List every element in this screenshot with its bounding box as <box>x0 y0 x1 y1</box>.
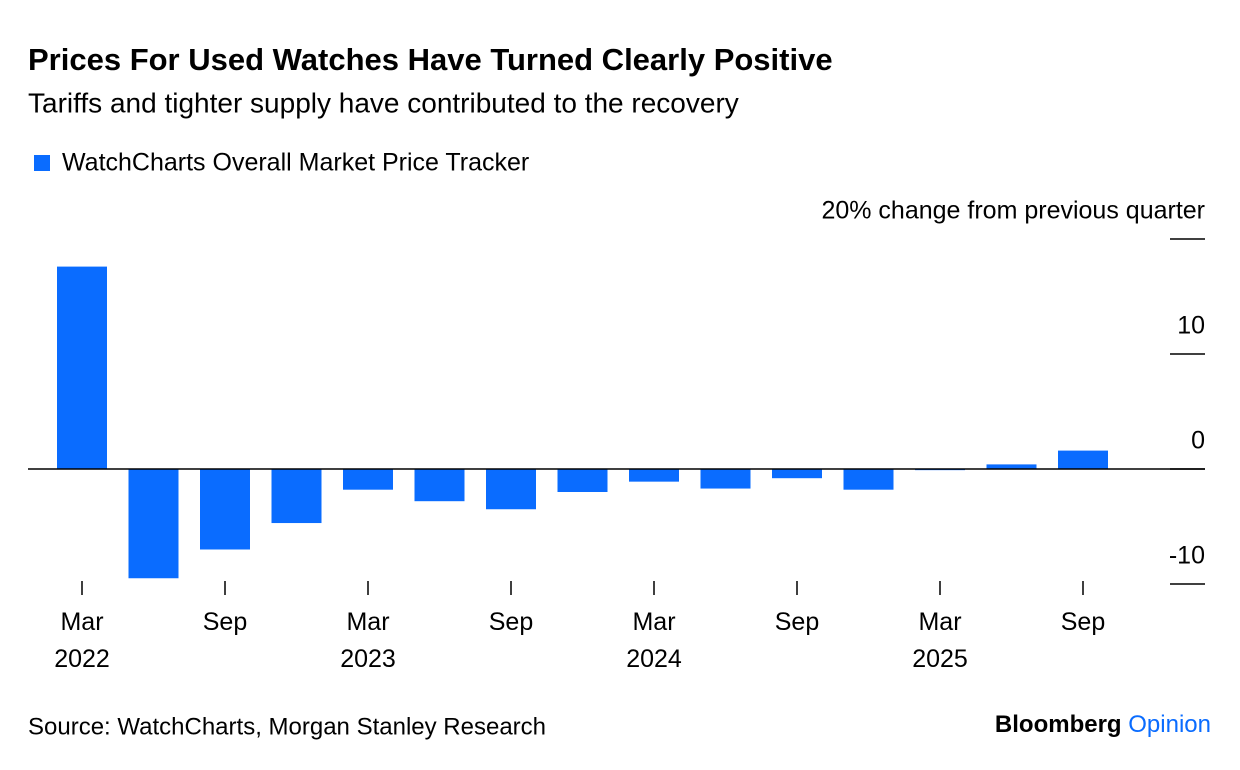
bar <box>128 469 179 579</box>
x-tick-label: Sep <box>774 608 820 636</box>
x-tick-label: Sep <box>1060 608 1106 636</box>
bar <box>486 469 536 510</box>
x-tick-label: Sep <box>488 608 534 636</box>
bar <box>557 469 608 492</box>
brand-name: Bloomberg <box>995 711 1122 738</box>
bar <box>414 469 465 502</box>
bar <box>843 469 894 490</box>
bar <box>271 469 322 524</box>
bar <box>343 469 393 490</box>
bar <box>1058 450 1108 469</box>
bar <box>986 464 1037 469</box>
y-tick-label: -10 <box>1169 542 1205 570</box>
legend-swatch <box>34 155 50 171</box>
brand-section: Opinion <box>1128 711 1211 738</box>
bar <box>700 469 751 489</box>
chart-title: Prices For Used Watches Have Turned Clea… <box>28 42 833 77</box>
bar <box>57 266 107 469</box>
x-tick-label: Mar 2024 <box>626 608 682 673</box>
x-tick-label: Sep <box>202 608 248 636</box>
bar <box>200 469 250 550</box>
legend-label: WatchCharts Overall Market Price Tracker <box>62 149 529 177</box>
y-tick-label: 0 <box>1191 427 1205 455</box>
brand: Bloomberg Opinion <box>995 711 1211 738</box>
x-tick-label: Mar 2023 <box>340 608 396 673</box>
y-tick-label: 10 <box>1177 312 1205 340</box>
y-tick-label: 20% change from previous quarter <box>821 197 1205 225</box>
x-tick-label: Mar 2025 <box>912 608 968 673</box>
x-tick-label: Mar 2022 <box>54 608 110 673</box>
bar <box>629 469 679 482</box>
chart-subtitle: Tariffs and tighter supply have contribu… <box>28 87 739 118</box>
source: Source: WatchCharts, Morgan Stanley Rese… <box>28 713 546 740</box>
bar <box>772 469 822 479</box>
